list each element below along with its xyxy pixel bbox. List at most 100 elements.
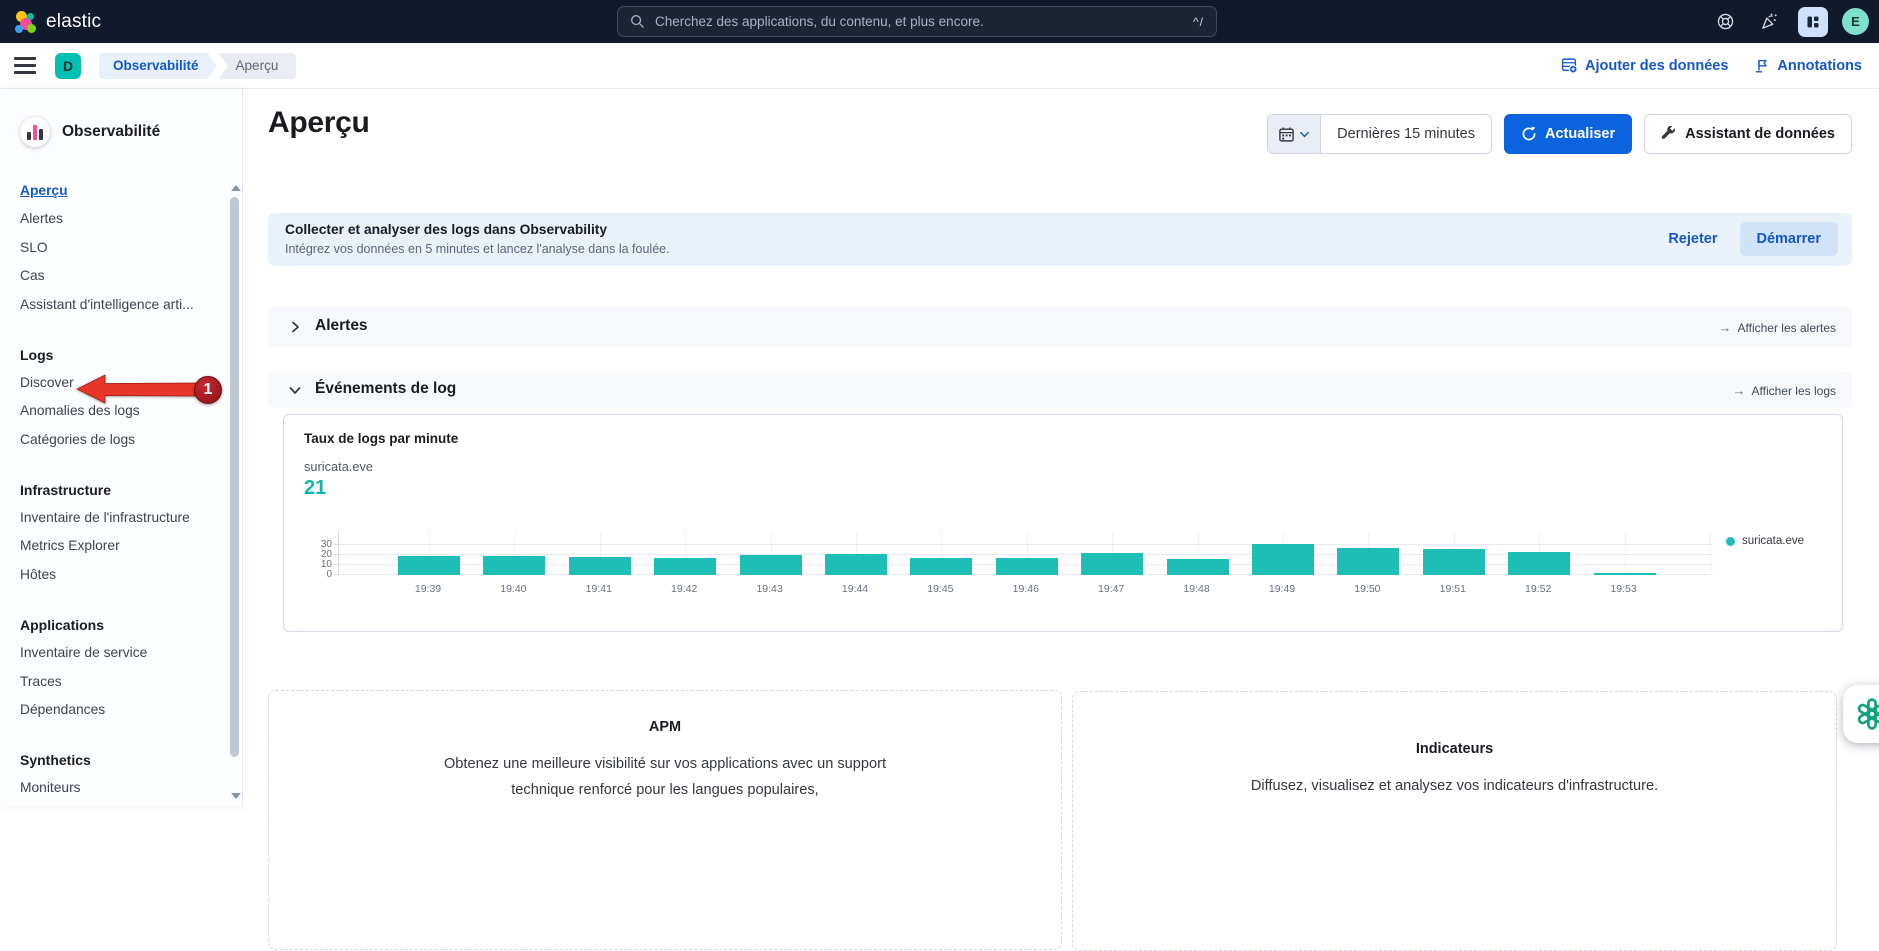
chart-title: Taux de logs par minute xyxy=(304,431,458,446)
wrench-icon xyxy=(1661,126,1677,142)
show-logs-link[interactable]: → Afficher les logs xyxy=(1733,383,1837,398)
bar-19:53 xyxy=(1594,573,1656,575)
sidebar-item-metrics-explorer[interactable]: Metrics Explorer xyxy=(0,532,230,560)
sidebar-nav: AperçuAlertesSLOCasAssistant d'intellige… xyxy=(0,177,230,803)
openai-logo-icon xyxy=(1854,696,1879,732)
bar-19:41 xyxy=(569,557,631,575)
elastic-brand[interactable]: elastic xyxy=(13,10,101,34)
time-range-button[interactable]: Dernières 15 minutes xyxy=(1321,115,1491,153)
space-badge[interactable]: D xyxy=(55,53,81,79)
arrow-right-icon: → xyxy=(1719,320,1732,335)
log-rate-chart-card: Taux de logs par minute suricata.eve 21 … xyxy=(283,414,1843,632)
sidebar-item-slo[interactable]: SLO xyxy=(0,234,230,262)
log-events-section: Événements de log → Afficher les logs xyxy=(268,372,1852,408)
chart-plot-area[interactable] xyxy=(338,531,1713,575)
calendar-button[interactable] xyxy=(1268,115,1321,153)
chevron-right-icon[interactable] xyxy=(288,320,302,339)
x-tick-label: 19:45 xyxy=(905,583,975,595)
dismiss-button[interactable]: Rejeter xyxy=(1668,231,1717,247)
x-tick-label: 19:53 xyxy=(1589,583,1659,595)
bar-19:51 xyxy=(1423,549,1485,575)
openai-assistant-button[interactable] xyxy=(1843,685,1879,743)
sidebar-item-cas[interactable]: Cas xyxy=(0,262,230,290)
sidebar-item-assistant-d-intelligence-arti[interactable]: Assistant d'intelligence arti... xyxy=(0,291,230,319)
page-title: Aperçu xyxy=(268,106,370,140)
x-tick-label: 19:51 xyxy=(1418,583,1488,595)
brand-name: elastic xyxy=(46,11,101,33)
date-picker: Dernières 15 minutes xyxy=(1267,114,1492,154)
search-shortcut: ^/ xyxy=(1193,15,1204,29)
log-events-title[interactable]: Événements de log xyxy=(315,380,456,398)
sidebar-item-alertes[interactable]: Alertes xyxy=(0,205,230,233)
sidebar-item-aper-u[interactable]: Aperçu xyxy=(0,177,230,205)
start-button[interactable]: Démarrer xyxy=(1740,222,1839,256)
refresh-label: Actualiser xyxy=(1545,126,1615,142)
breadcrumb-overview[interactable]: Aperçu xyxy=(219,53,297,79)
bar-19:49 xyxy=(1252,544,1314,575)
sidebar-group-applications: Applications xyxy=(0,611,230,639)
add-data-icon xyxy=(1561,57,1578,74)
search-input[interactable] xyxy=(653,13,1193,30)
metrics-panel: Indicateurs Diffusez, visualisez et anal… xyxy=(1072,691,1837,951)
add-data-button[interactable]: Ajouter des données xyxy=(1561,57,1728,74)
chart-x-axis: 19:3919:4019:4119:4219:4319:4419:4519:46… xyxy=(338,583,1713,597)
sidebar: Observabilité AperçuAlertesSLOCasAssista… xyxy=(0,89,243,806)
global-search[interactable]: ^/ xyxy=(617,6,1217,37)
data-assistant-button[interactable]: Assistant de données xyxy=(1644,114,1852,154)
x-tick-label: 19:47 xyxy=(1076,583,1146,595)
apps-menu-icon[interactable] xyxy=(1798,7,1828,37)
annotations-icon xyxy=(1754,58,1770,74)
annotations-button[interactable]: Annotations xyxy=(1754,58,1862,74)
logs-callout-banner: Collecter et analyser des logs dans Obse… xyxy=(268,213,1852,266)
bar-19:44 xyxy=(825,554,887,575)
user-avatar[interactable]: E xyxy=(1842,8,1869,35)
calendar-icon xyxy=(1278,126,1295,143)
main-content: Aperçu Dernières 15 minutes xyxy=(243,89,1879,806)
x-tick-label: 19:42 xyxy=(649,583,719,595)
breadcrumb-observability[interactable]: Observabilité xyxy=(99,53,217,79)
sidebar-item-traces[interactable]: Traces xyxy=(0,668,230,696)
search-icon xyxy=(630,14,645,29)
x-tick-label: 19:40 xyxy=(478,583,548,595)
annotations-label: Annotations xyxy=(1777,58,1862,74)
sidebar-item-anomalies-des-logs[interactable]: Anomalies des logs xyxy=(0,397,230,425)
legend-item[interactable]: suricata.eve xyxy=(1726,535,1804,547)
sidebar-item-h-tes[interactable]: Hôtes xyxy=(0,561,230,589)
sidebar-item-discover[interactable]: Discover xyxy=(0,369,230,397)
bar-19:42 xyxy=(654,558,716,575)
bar-19:40 xyxy=(483,556,545,575)
sidebar-item-inventaire-de-service[interactable]: Inventaire de service xyxy=(0,639,230,667)
chart-series-label: suricata.eve xyxy=(304,459,373,474)
sidebar-item-d-pendances[interactable]: Dépendances xyxy=(0,696,230,724)
y-tick-label: 30 xyxy=(292,539,332,551)
data-assistant-label: Assistant de données xyxy=(1685,126,1835,142)
sidebar-item-cat-gories-de-logs[interactable]: Catégories de logs xyxy=(0,426,230,454)
arrow-right-icon: → xyxy=(1733,383,1746,398)
news-icon[interactable] xyxy=(1754,7,1784,37)
refresh-button[interactable]: Actualiser xyxy=(1504,114,1632,154)
menu-icon[interactable] xyxy=(14,57,36,74)
sidebar-item-inventaire-de-l-infrastructure[interactable]: Inventaire de l'infrastructure xyxy=(0,504,230,532)
banner-title: Collecter et analyser des logs dans Obse… xyxy=(285,222,607,237)
apm-panel: APM Obtenez une meilleure visibilité sur… xyxy=(268,690,1062,950)
x-tick-label: 19:49 xyxy=(1247,583,1317,595)
scrollbar-down-arrow[interactable] xyxy=(231,793,241,799)
sidebar-group-infrastructure: Infrastructure xyxy=(0,476,230,504)
metrics-description: Diffusez, visualisez et analysez vos ind… xyxy=(1135,773,1775,799)
bar-19:50 xyxy=(1337,548,1399,575)
x-tick-label: 19:39 xyxy=(393,583,463,595)
legend-label: suricata.eve xyxy=(1742,535,1804,547)
sidebar-item-moniteurs[interactable]: Moniteurs xyxy=(0,774,230,802)
sidebar-scrollbar[interactable] xyxy=(230,197,239,757)
x-tick-label: 19:43 xyxy=(735,583,805,595)
bar-19:48 xyxy=(1167,559,1229,575)
help-icon[interactable] xyxy=(1710,7,1740,37)
alerts-title[interactable]: Alertes xyxy=(315,317,368,335)
chart-y-axis: 0102030 xyxy=(292,531,332,575)
chevron-down-icon[interactable] xyxy=(288,383,302,402)
show-alerts-link[interactable]: → Afficher les alertes xyxy=(1719,320,1837,335)
sidebar-group-synthetics: Synthetics xyxy=(0,746,230,774)
sidebar-title: Observabilité xyxy=(62,123,160,141)
scrollbar-up-arrow[interactable] xyxy=(231,185,241,191)
gridline xyxy=(1710,531,1711,575)
